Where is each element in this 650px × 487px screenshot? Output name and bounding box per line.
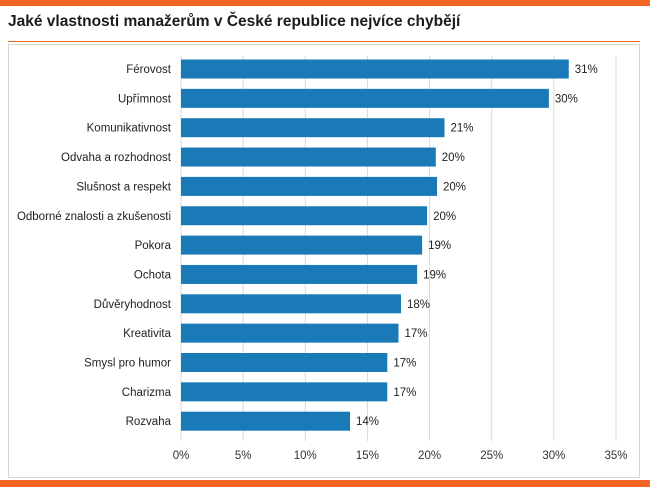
x-tick-label: 30%	[542, 450, 565, 462]
data-label: 17%	[405, 328, 428, 340]
top-accent-bar	[0, 0, 650, 6]
value-labels: 31% 30% 21% 20% 20% 20% 19% 19% 18% 17% 17% 17% 14%	[356, 64, 598, 428]
category-label: Slušnost a respekt	[76, 181, 171, 193]
bar	[181, 147, 436, 167]
bar	[181, 59, 569, 79]
bars	[181, 59, 569, 431]
x-tick-label: 15%	[356, 450, 379, 462]
bottom-accent-bar	[0, 480, 650, 487]
data-label: 31%	[575, 64, 598, 76]
data-label: 19%	[423, 269, 446, 281]
category-label: Odvaha a rozhodnost	[61, 152, 172, 164]
category-label: Komunikativnost	[87, 123, 172, 135]
bar	[181, 118, 445, 138]
x-axis-tick-labels: 0% 5% 10% 15% 20% 25% 30% 35%	[173, 450, 628, 462]
x-tick-label: 25%	[480, 450, 503, 462]
bar	[181, 382, 388, 402]
data-label: 18%	[407, 299, 430, 311]
x-tick-label: 20%	[418, 450, 441, 462]
x-tick-label: 5%	[235, 450, 252, 462]
category-label: Rozvaha	[126, 416, 172, 428]
bar	[181, 411, 351, 431]
bar	[181, 176, 438, 196]
bar	[181, 264, 418, 284]
category-labels: Férovost Upřímnost Komunikativnost Odvaha a…	[17, 64, 172, 428]
data-label: 20%	[442, 152, 465, 164]
bar	[181, 353, 388, 372]
category-label: Důvěryhodnost	[94, 299, 172, 311]
title-divider	[8, 41, 640, 42]
chart-frame	[8, 44, 640, 478]
data-label: 20%	[433, 211, 456, 223]
category-label: Charizma	[122, 387, 172, 399]
data-label: 19%	[428, 240, 451, 252]
bar	[181, 88, 549, 108]
category-label: Kreativita	[123, 328, 172, 340]
category-label: Pokora	[135, 240, 172, 252]
bar	[181, 294, 401, 314]
category-label: Ochota	[134, 269, 172, 281]
category-label: Smysl pro humor	[84, 358, 171, 370]
bar	[181, 323, 399, 343]
category-label: Férovost	[126, 64, 172, 76]
bar	[181, 235, 423, 255]
category-label: Odborné znalosti a zkušenosti	[17, 211, 171, 223]
data-label: 14%	[356, 416, 379, 428]
x-tick-label: 0%	[173, 450, 190, 462]
bar	[181, 206, 428, 226]
chart-title: Jaké vlastnosti manažerům v České republ…	[8, 13, 461, 30]
x-tick-label: 35%	[604, 450, 627, 462]
data-label: 17%	[393, 358, 416, 370]
x-tick-label: 10%	[294, 450, 317, 462]
data-label: 20%	[443, 181, 466, 193]
data-label: 30%	[555, 93, 578, 105]
data-label: 21%	[450, 123, 473, 135]
category-label: Upřímnost	[118, 93, 172, 105]
data-label: 17%	[393, 387, 416, 399]
